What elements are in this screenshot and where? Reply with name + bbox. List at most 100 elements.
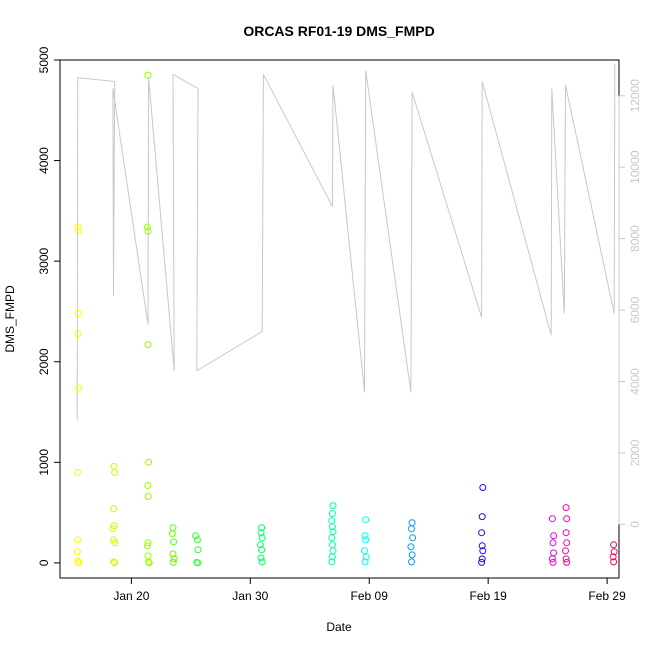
data-point-25: [144, 482, 152, 489]
y-axis-label: DMS_FMPD: [3, 285, 17, 353]
y-tick-label-0: 0: [37, 559, 51, 566]
secondary-tick-label-2: 4000: [628, 368, 642, 395]
data-point-95: [610, 558, 618, 566]
x-tick-label-4: Feb 29: [588, 589, 626, 603]
data-point-7: [73, 548, 81, 556]
secondary-tick-label-0: 0: [628, 521, 642, 528]
data-point-33: [168, 530, 176, 538]
data-point-36: [170, 555, 178, 563]
data-point-27: [144, 539, 152, 547]
secondary-tick-label-1: 2000: [628, 439, 642, 466]
data-point-69: [407, 543, 415, 551]
data-point-37: [169, 558, 177, 566]
data-point-61: [361, 532, 369, 540]
data-point-10: [75, 559, 83, 567]
data-point-13: [110, 505, 117, 513]
y-tick-label-5: 5000: [37, 46, 51, 73]
data-point-66: [408, 519, 416, 527]
y-tick-label-1: 1000: [37, 449, 51, 476]
data-point-68: [409, 534, 417, 542]
data-point-2: [74, 310, 82, 317]
x-tick-label-2: Feb 09: [351, 589, 389, 603]
altitude-line: [76, 63, 616, 421]
data-point-91: [563, 558, 571, 566]
data-point-73: [478, 513, 486, 521]
data-point-22: [144, 227, 152, 235]
data-point-46: [256, 541, 264, 549]
plot-frame: [59, 59, 620, 579]
data-point-51: [328, 510, 336, 518]
data-point-88: [563, 539, 571, 547]
data-point-63: [361, 547, 368, 555]
data-point-85: [562, 504, 570, 512]
data-point-93: [610, 548, 618, 556]
data-point-74: [478, 529, 486, 537]
data-point-45: [258, 534, 266, 542]
data-point-90: [562, 555, 570, 563]
data-point-11: [110, 462, 118, 470]
data-point-92: [610, 541, 618, 549]
data-point-6: [74, 536, 82, 544]
data-point-49: [258, 558, 266, 566]
data-point-94: [609, 553, 617, 561]
data-point-39: [193, 536, 201, 544]
data-point-23: [144, 341, 152, 349]
data-point-21: [143, 223, 151, 231]
data-point-79: [548, 515, 556, 523]
data-point-42: [194, 559, 202, 567]
data-point-84: [549, 558, 557, 566]
data-point-15: [109, 525, 117, 533]
data-point-35: [169, 550, 177, 558]
data-point-52: [328, 517, 336, 525]
data-point-80: [550, 532, 558, 540]
data-point-82: [550, 549, 558, 557]
data-point-48: [257, 554, 265, 562]
x-tick-label-0: Jan 20: [113, 589, 149, 603]
secondary-tick-label-6: 12000: [628, 79, 642, 113]
data-point-76: [479, 547, 487, 555]
secondary-tick-label-3: 6000: [628, 296, 642, 323]
data-point-70: [408, 551, 416, 559]
secondary-tick-label-5: 10000: [628, 150, 642, 184]
chart-title: ORCAS RF01-19 DMS_FMPD: [243, 23, 434, 39]
secondary-y-axis: 0 2000 4000 6000 8000 10000 12000: [618, 79, 642, 528]
x-axis: Jan 20 Jan 30 Feb 09 Feb 19 Feb 29: [113, 577, 626, 603]
data-point-3: [74, 330, 82, 338]
altitude-trace: [76, 63, 616, 421]
data-point-5: [74, 468, 82, 476]
y-tick-label-2: 2000: [37, 348, 51, 375]
data-point-86: [563, 515, 571, 523]
data-point-58: [328, 553, 336, 561]
data-point-67: [408, 525, 415, 533]
data-point-53: [328, 523, 336, 531]
x-tick-label-3: Feb 19: [469, 589, 507, 603]
data-point-18: [110, 558, 118, 566]
data-point-24: [145, 458, 153, 466]
x-tick-label-1: Jan 30: [232, 589, 268, 603]
data-point-65: [361, 558, 369, 566]
data-point-28: [143, 542, 151, 550]
secondary-tick-label-4: 8000: [628, 225, 642, 252]
data-point-29: [144, 552, 152, 560]
data-point-32: [169, 524, 177, 532]
data-point-1: [74, 227, 82, 235]
data-point-62: [362, 536, 370, 544]
data-point-57: [329, 547, 337, 555]
data-point-38: [192, 532, 200, 540]
data-point-71: [408, 558, 415, 566]
data-point-60: [362, 516, 370, 524]
data-point-59: [328, 558, 336, 566]
data-point-50: [329, 502, 337, 510]
data-point-43: [258, 524, 266, 532]
data-point-19: [111, 559, 118, 567]
data-point-87: [562, 529, 570, 537]
data-point-40: [194, 546, 202, 554]
data-point-83: [548, 555, 556, 563]
data-point-31: [145, 559, 153, 567]
y-axis: 0 1000 2000 3000 4000 5000: [37, 46, 61, 566]
data-point-17: [111, 539, 119, 547]
data-point-75: [478, 542, 486, 550]
y-tick-label-4: 4000: [37, 147, 51, 174]
data-point-44: [257, 529, 265, 537]
